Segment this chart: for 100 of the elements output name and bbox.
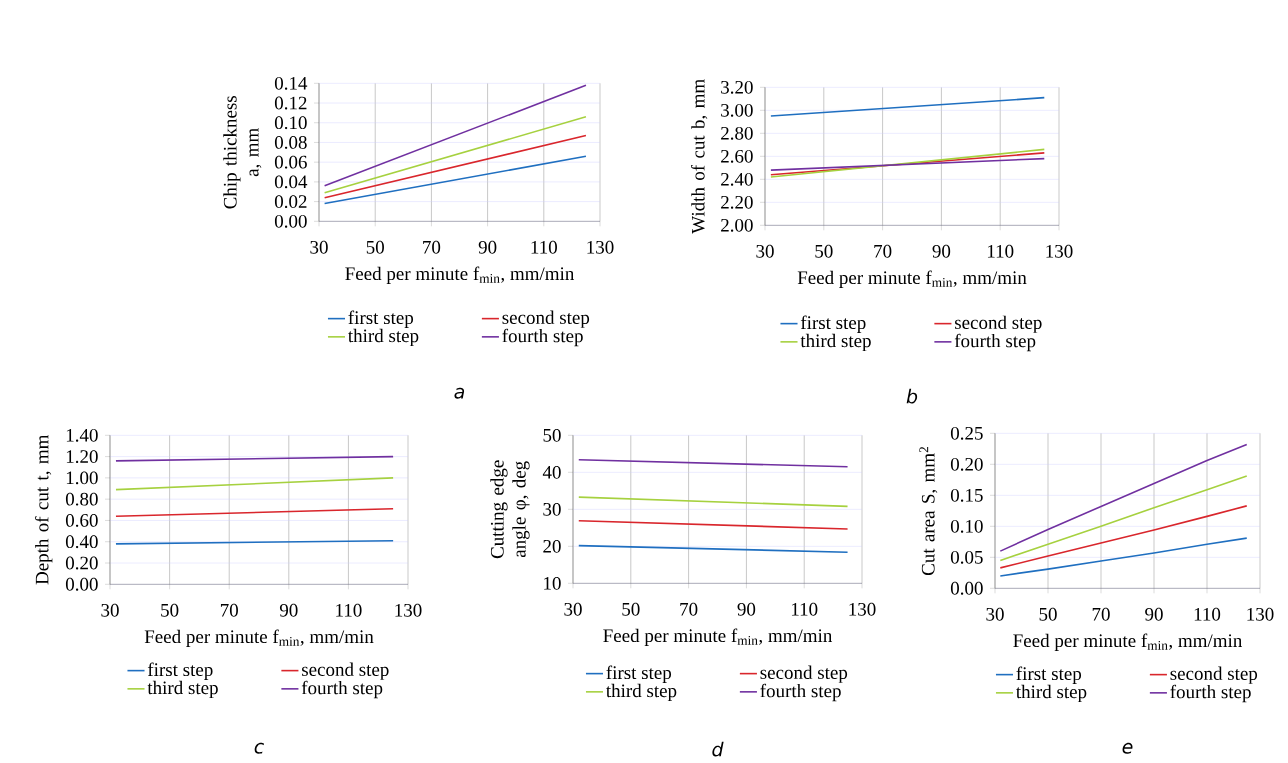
y-tick-label: 20 <box>543 539 561 553</box>
x-axis-title: Feed per minute f$_{min}$, mm/min <box>603 628 833 647</box>
line-series <box>999 443 1248 552</box>
y-tick-label: 1.40 <box>66 428 98 442</box>
x-tick-label: 90 <box>1145 607 1163 621</box>
x-tick-label: 130 <box>395 603 422 617</box>
legend-label: second step <box>1170 666 1258 684</box>
legend-label: fourth step <box>760 683 841 702</box>
line-series <box>999 537 1248 577</box>
text: a <box>454 387 465 399</box>
x-tick-label: 130 <box>1046 244 1073 258</box>
x-axis-title: Feed per minute f$_{min}$, mm/min <box>797 270 1027 289</box>
x-tick-label: 110 <box>336 603 362 617</box>
line-series <box>999 475 1248 562</box>
x-tick-label: 130 <box>587 240 614 254</box>
legend-label: first step <box>348 310 414 328</box>
text: d <box>712 741 724 757</box>
line-series <box>999 505 1248 569</box>
y-tick-label: 1.00 <box>66 471 98 485</box>
y-axis-title: Depth of cut t, mm <box>34 434 53 585</box>
legend-label: fourth step <box>1170 684 1251 703</box>
legend-label: first step <box>800 315 866 334</box>
y-tick-label: 0.02 <box>274 195 307 209</box>
x-tick-label: 70 <box>680 602 698 616</box>
x-tick-label: 50 <box>1039 607 1057 621</box>
x-tick-label: 130 <box>849 602 876 616</box>
x-axis-title: Feed per minute f$_{min}$, mm/min <box>144 629 374 648</box>
y-tick-label: 2.80 <box>721 126 753 140</box>
x-tick-label: 70 <box>423 240 441 254</box>
y-tick-label: 0.06 <box>274 155 307 169</box>
y-axis-title: Cut area S, mm$^{2}$ <box>919 447 938 576</box>
legend-label: first step <box>606 665 672 683</box>
y-tick-label: 0.00 <box>274 214 307 228</box>
legend-label: third step <box>348 328 419 347</box>
y-tick-label: 0.14 <box>274 76 308 90</box>
legend-label: fourth step <box>502 328 583 347</box>
text: e <box>1122 742 1133 754</box>
legend-label: first step <box>1016 666 1082 684</box>
x-tick-label: 130 <box>1247 607 1274 621</box>
x-tick-label: 90 <box>932 244 951 258</box>
x-tick-label: 110 <box>987 244 1014 258</box>
y-tick-label: 40 <box>542 465 561 479</box>
x-tick-label: 70 <box>220 603 238 617</box>
y-tick-label: 1.20 <box>66 450 98 464</box>
y-axis-title: Chip thickness a, mm <box>223 96 262 209</box>
x-tick-label: 90 <box>279 603 298 617</box>
y-tick-label: 0.12 <box>274 96 307 110</box>
x-tick-label: 30 <box>101 603 119 617</box>
legend-label: fourth step <box>301 680 383 699</box>
legend-label: second step <box>760 665 848 683</box>
y-tick-label: 0.20 <box>65 556 98 570</box>
x-axis-title: Feed per minute f$_{min}$, mm/min <box>345 266 575 285</box>
legend-label: third step <box>147 680 218 699</box>
legend-label: first step <box>147 662 213 680</box>
text: c <box>254 742 264 754</box>
y-tick-label: 0.40 <box>65 535 98 549</box>
legend-label: third step <box>800 333 871 352</box>
y-tick-label: 0.25 <box>950 426 983 440</box>
x-tick-label: 50 <box>622 602 640 616</box>
legend-label: second step <box>955 315 1042 333</box>
y-tick-label: 0.20 <box>950 457 983 471</box>
x-tick-label: 110 <box>531 240 557 254</box>
y-tick-label: 30 <box>543 502 561 516</box>
y-tick-label: 10 <box>544 576 561 590</box>
y-tick-label: 0.60 <box>65 514 98 527</box>
x-tick-label: 70 <box>874 244 892 258</box>
y-tick-label: 2.60 <box>721 149 753 163</box>
x-tick-label: 90 <box>737 602 756 616</box>
y-tick-label: 0.15 <box>950 488 983 502</box>
x-tick-label: 110 <box>791 602 818 616</box>
x-tick-label: 30 <box>986 607 1004 621</box>
y-tick-label: 0.00 <box>65 577 98 591</box>
text: b <box>906 388 918 404</box>
y-tick-label: 3.20 <box>721 80 753 94</box>
legend-label: third step <box>606 683 677 702</box>
y-tick-label: 2.00 <box>721 218 753 232</box>
y-tick-label: 0.05 <box>950 550 983 564</box>
x-tick-label: 30 <box>310 240 328 254</box>
y-tick-label: 2.20 <box>721 195 753 209</box>
x-tick-label: 70 <box>1092 607 1110 621</box>
y-tick-label: 0.10 <box>274 116 307 130</box>
legend-label: third step <box>1016 684 1087 703</box>
y-tick-label: 50 <box>543 428 561 442</box>
x-tick-label: 50 <box>815 244 833 258</box>
y-tick-label: 0.04 <box>274 175 308 189</box>
legend-label: second step <box>302 662 389 680</box>
y-tick-label: 2.40 <box>721 172 753 186</box>
x-tick-label: 50 <box>366 240 384 254</box>
x-tick-label: 110 <box>1194 607 1221 621</box>
x-tick-label: 50 <box>161 603 179 617</box>
y-tick-label: 0.80 <box>65 492 98 506</box>
y-tick-label: 0.00 <box>950 581 983 595</box>
y-tick-label: 0.10 <box>950 519 983 533</box>
x-tick-label: 30 <box>564 602 582 616</box>
legend-label: second step <box>502 310 590 328</box>
y-tick-label: 0.08 <box>274 136 307 149</box>
y-axis-title: Width of cut b, mm <box>691 79 708 234</box>
y-axis-title: Cutting edge angle φ, deg <box>490 460 530 559</box>
legend-label: fourth step <box>954 333 1036 352</box>
y-tick-label: 3.00 <box>721 103 753 117</box>
